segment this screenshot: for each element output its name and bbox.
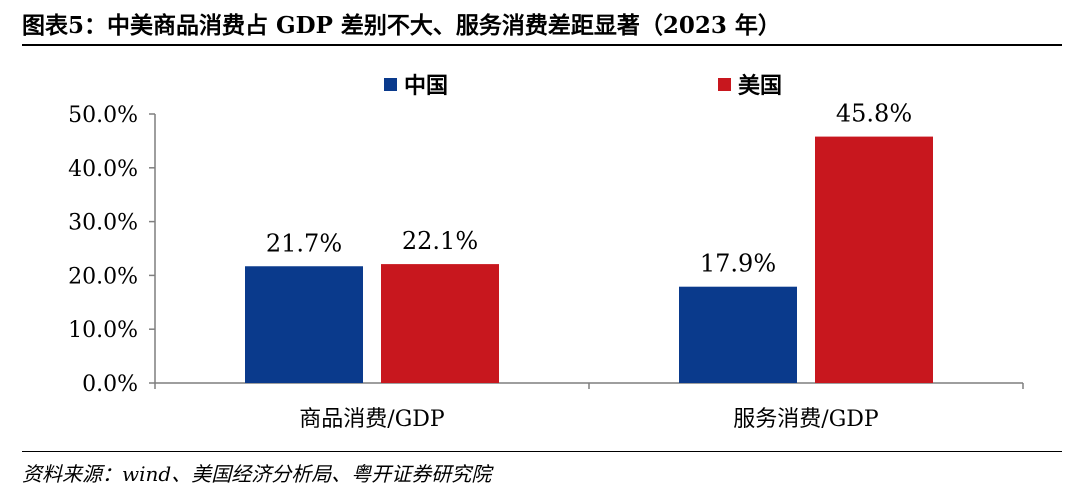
x-tick-label: 商品消费/GDP bbox=[299, 407, 445, 432]
y-tick-label: 20.0% bbox=[68, 264, 138, 289]
y-tick-label: 40.0% bbox=[68, 157, 138, 182]
legend-label: 美国 bbox=[738, 73, 782, 99]
source-note: 资料来源：wind、美国经济分析局、粤开证券研究院 bbox=[22, 462, 492, 486]
data-label: 45.8% bbox=[836, 100, 912, 128]
data-label: 17.9% bbox=[700, 250, 776, 278]
bar bbox=[679, 286, 797, 383]
y-tick-label: 30.0% bbox=[68, 211, 138, 236]
x-tick-label: 服务消费/GDP bbox=[733, 407, 879, 432]
bar bbox=[381, 264, 499, 383]
legend-swatch bbox=[384, 78, 397, 91]
y-axis: 0.0% 10.0% 20.0% 30.0% 40.0% 50.0% bbox=[68, 103, 156, 397]
legend-label: 中国 bbox=[404, 73, 448, 99]
y-tick-label: 10.0% bbox=[68, 318, 138, 343]
legend: 中国 美国 bbox=[384, 73, 782, 99]
data-label: 21.7% bbox=[266, 229, 342, 257]
bar bbox=[815, 136, 933, 383]
y-tick-label: 50.0% bbox=[68, 103, 138, 128]
source-rule bbox=[22, 451, 1062, 452]
legend-swatch bbox=[718, 78, 731, 91]
bars: 21.7% 17.9% 22.1% 45.8% bbox=[245, 100, 933, 383]
bar bbox=[245, 266, 363, 383]
y-tick-label: 0.0% bbox=[82, 372, 138, 397]
x-axis: 商品消费/GDP 服务消费/GDP bbox=[154, 382, 1024, 432]
figure-title: 图表5：中美商品消费占 GDP 差别不大、服务消费差距显著（2023 年） bbox=[22, 12, 781, 39]
data-label: 22.1% bbox=[402, 227, 478, 255]
title-rule bbox=[22, 44, 1062, 46]
